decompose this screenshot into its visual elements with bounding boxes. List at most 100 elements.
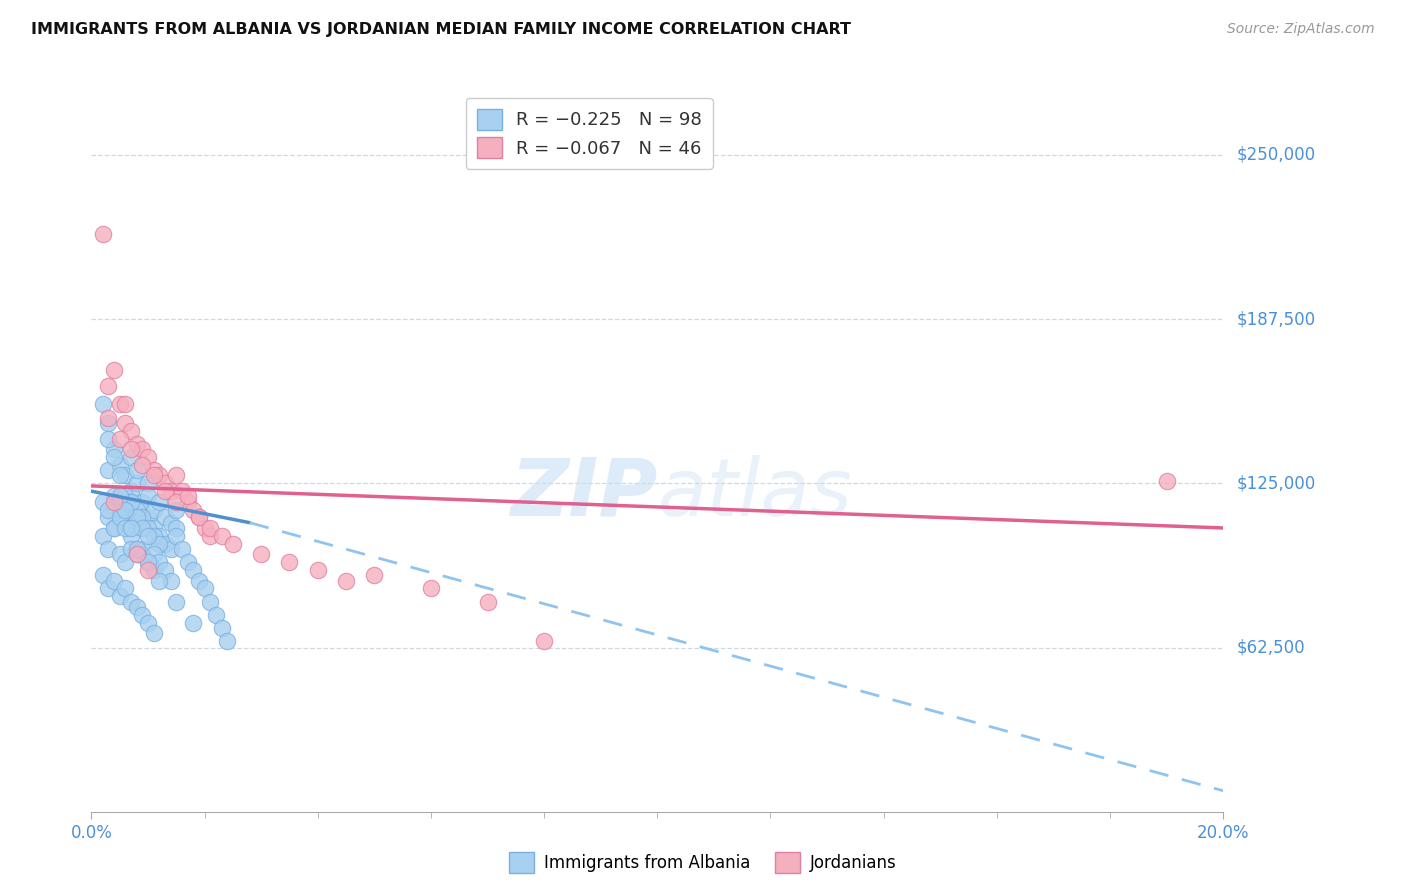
Text: $187,500: $187,500 <box>1237 310 1316 328</box>
Point <box>125 599 148 614</box>
Point <box>108 589 131 603</box>
Point <box>136 555 159 569</box>
Point <box>142 468 165 483</box>
Point <box>114 490 136 504</box>
Point <box>108 397 131 411</box>
Point <box>125 541 148 556</box>
Point <box>103 521 125 535</box>
Point <box>136 555 159 569</box>
Text: $250,000: $250,000 <box>1237 146 1316 164</box>
Point <box>114 521 136 535</box>
Point <box>120 450 142 464</box>
Point <box>108 510 131 524</box>
Point <box>97 463 120 477</box>
Point <box>108 458 131 472</box>
Point <box>91 529 114 543</box>
Point <box>153 484 176 499</box>
Point <box>120 541 142 556</box>
Point <box>125 437 148 451</box>
Point <box>136 563 159 577</box>
Point <box>125 541 148 556</box>
Point <box>125 476 148 491</box>
Point <box>165 468 187 483</box>
Point <box>211 621 233 635</box>
Point <box>103 450 125 464</box>
Point <box>125 502 148 516</box>
Point <box>91 397 114 411</box>
Point <box>159 484 181 499</box>
Point <box>205 607 228 622</box>
Point <box>278 555 301 569</box>
Point <box>136 521 159 535</box>
Point <box>136 529 159 543</box>
Point <box>114 516 136 530</box>
Point <box>114 468 136 483</box>
Point <box>120 516 142 530</box>
Point <box>217 634 239 648</box>
Point <box>142 463 165 477</box>
Legend: R = −0.225   N = 98, R = −0.067   N = 46: R = −0.225 N = 98, R = −0.067 N = 46 <box>465 98 713 169</box>
Point <box>250 547 273 561</box>
Point <box>148 468 170 483</box>
Point <box>142 626 165 640</box>
Text: atlas: atlas <box>657 455 852 533</box>
Point <box>222 537 245 551</box>
Point <box>120 484 142 499</box>
Point <box>125 510 148 524</box>
Point <box>136 510 159 524</box>
Text: IMMIGRANTS FROM ALBANIA VS JORDANIAN MEDIAN FAMILY INCOME CORRELATION CHART: IMMIGRANTS FROM ALBANIA VS JORDANIAN MED… <box>31 22 851 37</box>
Point <box>181 615 204 630</box>
Point <box>125 510 148 524</box>
Point <box>131 547 153 561</box>
Point <box>131 521 153 535</box>
Point <box>176 555 198 569</box>
Point <box>114 502 136 516</box>
Point <box>114 502 136 516</box>
Point <box>97 510 120 524</box>
Point <box>120 529 142 543</box>
Point <box>307 563 329 577</box>
Point <box>187 510 209 524</box>
Point <box>142 563 165 577</box>
Point <box>181 502 204 516</box>
Point <box>159 541 181 556</box>
Point <box>165 502 187 516</box>
Point <box>131 541 153 556</box>
Point <box>108 468 131 483</box>
Point <box>120 442 142 457</box>
Point <box>103 442 125 457</box>
Point <box>211 529 233 543</box>
Point <box>120 494 142 508</box>
Point <box>125 547 148 561</box>
Point <box>153 476 176 491</box>
Point <box>200 529 222 543</box>
Point <box>136 476 159 491</box>
Point <box>120 594 142 608</box>
Point <box>131 442 153 457</box>
Point <box>108 547 131 561</box>
Point <box>159 516 181 530</box>
Point <box>142 529 165 543</box>
Point <box>165 494 187 508</box>
Point <box>363 568 385 582</box>
Point <box>176 490 198 504</box>
Point <box>159 574 181 588</box>
Point <box>193 582 217 596</box>
Point <box>477 594 499 608</box>
Text: Source: ZipAtlas.com: Source: ZipAtlas.com <box>1227 22 1375 37</box>
Point <box>114 555 136 569</box>
Point <box>120 424 142 438</box>
Point <box>97 416 120 430</box>
Point <box>1156 474 1178 488</box>
Point <box>97 432 120 446</box>
Point <box>176 494 198 508</box>
Point <box>103 494 125 508</box>
Point <box>97 541 120 556</box>
Point <box>187 510 209 524</box>
Point <box>181 563 204 577</box>
Legend: Immigrants from Albania, Jordanians: Immigrants from Albania, Jordanians <box>502 846 904 880</box>
Point <box>125 463 148 477</box>
Text: ZIP: ZIP <box>510 455 657 533</box>
Text: $125,000: $125,000 <box>1237 475 1316 492</box>
Point <box>131 607 153 622</box>
